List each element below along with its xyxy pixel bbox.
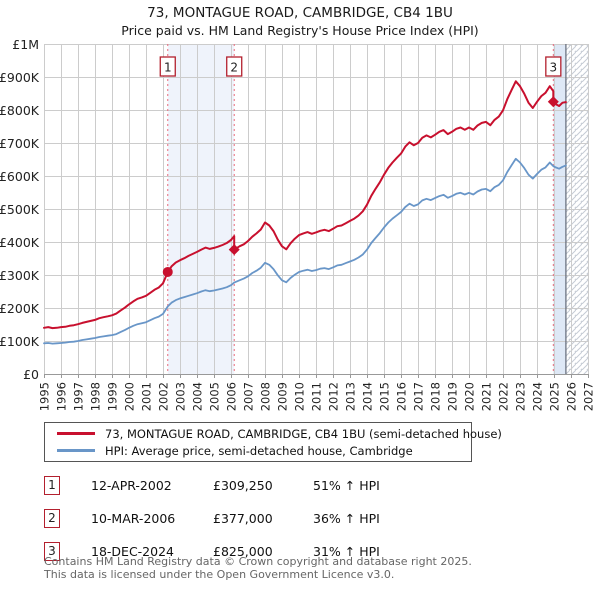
svg-text:£900K: £900K — [0, 70, 40, 85]
sale-date: 12-APR-2002 — [91, 478, 172, 493]
svg-text:£300K: £300K — [0, 268, 40, 283]
svg-text:2020: 2020 — [463, 382, 477, 411]
svg-text:2007: 2007 — [242, 382, 256, 411]
sale-number-badge: 1 — [44, 476, 60, 495]
svg-text:£0: £0 — [23, 367, 39, 382]
sale-vs-hpi: 36% ↑ HPI — [313, 511, 380, 526]
sale-number-badge: 2 — [44, 509, 60, 528]
price-chart: 1995 1996 1997 1998 1999 2000 2001 2002 2003 2004… — [0, 40, 596, 411]
svg-text:1995: 1995 — [38, 382, 52, 411]
svg-text:£200K: £200K — [0, 301, 40, 316]
footer-line-2: This data is licensed under the Open Gov… — [44, 567, 395, 581]
svg-text:2008: 2008 — [259, 382, 273, 411]
sale-number-badge: 3 — [44, 542, 60, 561]
sale-vs-hpi: 31% ↑ HPI — [313, 544, 380, 559]
svg-text:2: 2 — [230, 61, 238, 75]
sale-price: £825,000 — [213, 544, 273, 559]
svg-text:2027: 2027 — [582, 382, 596, 411]
legend-item-hpi: HPI: Average price, semi-detached house,… — [45, 442, 471, 459]
svg-text:2026: 2026 — [565, 382, 579, 411]
svg-text:2016: 2016 — [395, 382, 409, 411]
svg-text:2013: 2013 — [344, 382, 358, 411]
svg-text:2024: 2024 — [531, 382, 545, 411]
sale-row-3: 3 18-DEC-2024 £825,000 31% ↑ HPI — [0, 542, 600, 562]
svg-text:1: 1 — [164, 61, 172, 75]
sale-row-1: 1 12-APR-2002 £309,250 51% ↑ HPI — [0, 476, 600, 496]
svg-text:1997: 1997 — [72, 382, 86, 411]
chart-subtitle: Price paid vs. HM Land Registry's House … — [121, 23, 479, 38]
sale-date: 18-DEC-2024 — [91, 544, 174, 559]
svg-text:1999: 1999 — [106, 382, 120, 411]
svg-text:2006: 2006 — [225, 382, 239, 411]
svg-text:3: 3 — [549, 61, 557, 75]
svg-text:1996: 1996 — [55, 382, 69, 411]
svg-text:£700K: £700K — [0, 136, 40, 151]
sale-row-2: 2 10-MAR-2006 £377,000 36% ↑ HPI — [0, 509, 600, 529]
sale-date: 10-MAR-2006 — [91, 511, 176, 526]
sale-price: £309,250 — [213, 478, 273, 493]
svg-text:1998: 1998 — [89, 382, 103, 411]
svg-text:£800K: £800K — [0, 103, 40, 118]
svg-text:2022: 2022 — [497, 382, 511, 411]
svg-text:2019: 2019 — [446, 382, 460, 411]
svg-text:2004: 2004 — [191, 382, 205, 411]
svg-text:2010: 2010 — [293, 382, 307, 411]
svg-text:£600K: £600K — [0, 169, 40, 184]
sale-vs-hpi: 51% ↑ HPI — [313, 478, 380, 493]
svg-text:2017: 2017 — [412, 382, 426, 411]
chart-title: 73, MONTAGUE ROAD, CAMBRIDGE, CB4 1BU — [147, 5, 453, 21]
svg-text:£100K: £100K — [0, 334, 40, 349]
svg-text:2012: 2012 — [327, 382, 341, 411]
svg-text:£400K: £400K — [0, 235, 40, 250]
svg-text:2000: 2000 — [123, 382, 137, 411]
legend-item-property: 73, MONTAGUE ROAD, CAMBRIDGE, CB4 1BU (s… — [45, 425, 502, 442]
svg-text:£1M: £1M — [12, 40, 39, 52]
svg-text:2021: 2021 — [480, 382, 494, 411]
hpi-line-swatch — [57, 449, 95, 452]
legend-label-hpi: HPI: Average price, semi-detached house,… — [105, 443, 413, 458]
svg-text:2002: 2002 — [157, 382, 171, 411]
svg-text:2001: 2001 — [140, 382, 154, 411]
property-line-swatch — [57, 432, 95, 435]
legend-label-property: 73, MONTAGUE ROAD, CAMBRIDGE, CB4 1BU (s… — [105, 426, 502, 441]
license-footer: Contains HM Land Registry data © Crown c… — [44, 555, 584, 581]
footer-line-1: Contains HM Land Registry data © Crown c… — [44, 555, 472, 568]
svg-text:2011: 2011 — [310, 382, 324, 411]
svg-text:£500K: £500K — [0, 202, 40, 217]
sale-price: £377,000 — [213, 511, 273, 526]
svg-text:2015: 2015 — [378, 382, 392, 411]
svg-text:2005: 2005 — [208, 382, 222, 411]
svg-text:2025: 2025 — [548, 382, 562, 411]
svg-text:2023: 2023 — [514, 382, 528, 411]
svg-text:2018: 2018 — [429, 382, 443, 411]
svg-text:2014: 2014 — [361, 382, 375, 411]
svg-text:2009: 2009 — [276, 382, 290, 411]
legend: 73, MONTAGUE ROAD, CAMBRIDGE, CB4 1BU (s… — [44, 422, 502, 462]
svg-text:2003: 2003 — [174, 382, 188, 411]
